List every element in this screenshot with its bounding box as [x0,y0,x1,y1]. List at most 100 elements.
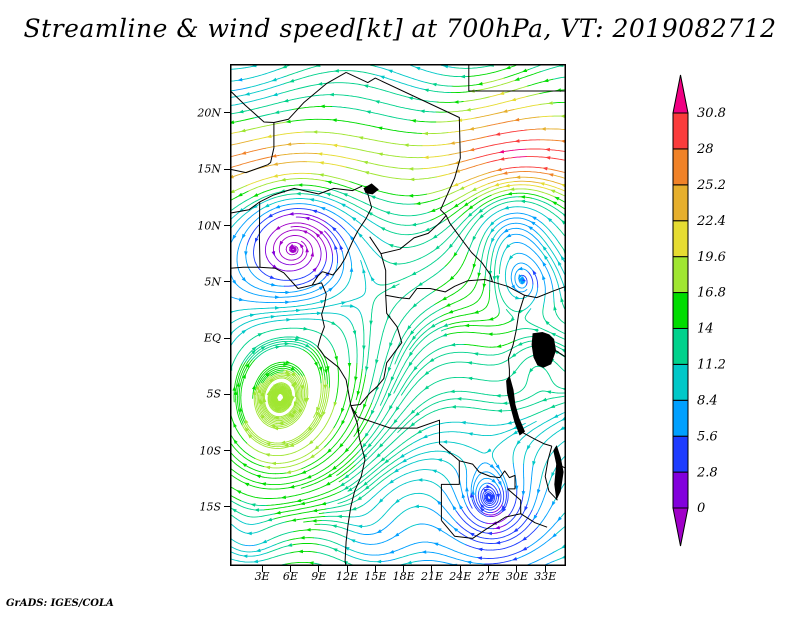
streamline [416,336,427,347]
streamline [262,380,271,393]
streamline-arrowhead [482,283,487,289]
streamline-arrowhead [287,412,293,417]
streamline [383,489,395,499]
colorbar-label: 11.2 [697,358,726,373]
streamline-arrowhead [467,212,473,218]
streamline-arrowhead [505,65,511,70]
streamline [495,218,508,227]
streamline [278,109,293,113]
streamline [423,304,436,313]
streamline [414,241,428,247]
lon-tick-label: 9E [311,570,327,583]
streamline [295,75,310,81]
streamline [513,171,528,173]
streamline [260,441,274,447]
x-tick-mark [403,566,405,572]
streamline [366,431,376,443]
streamline [494,286,498,301]
streamline-arrowhead [406,560,412,565]
streamline [486,122,501,127]
streamline [363,507,375,516]
streamline [319,304,334,309]
streamline [392,474,405,482]
streamline [273,515,288,520]
streamline-arrowhead [544,320,550,325]
streamline [275,278,290,281]
streamline [490,536,505,540]
streamline-arrowhead [265,372,271,377]
streamline [536,210,549,219]
streamline [299,395,304,410]
lat-tick-label: 5S [206,387,221,401]
streamline [480,248,485,263]
streamline [300,487,304,489]
streamline [435,173,450,178]
streamline [302,184,317,187]
streamline [486,498,497,506]
streamline-arrowhead [442,323,448,327]
streamline-arrowhead [241,329,247,334]
streamline-arrowhead [532,269,537,276]
streamline [323,174,338,179]
streamline-arrowhead [251,349,257,355]
streamline [252,431,265,441]
streamline [304,542,319,545]
streamline-arrowhead [511,370,517,376]
streamline [400,203,415,205]
streamline [513,222,527,226]
streamline [265,68,279,75]
streamline [233,185,247,192]
streamline [381,409,390,422]
streamline-arrowhead [334,356,338,362]
streamline [230,142,240,146]
streamline [348,181,363,187]
streamline [281,382,292,392]
streamline [465,544,479,550]
streamline [298,389,301,404]
streamline [382,141,397,145]
streamline [479,232,486,246]
streamline [539,178,554,183]
streamline [394,130,409,133]
streamline-arrowhead [422,434,428,439]
streamline [280,310,295,313]
streamline [402,506,416,513]
streamline [250,317,265,322]
lat-tick-label: 10N [197,219,221,233]
streamline [403,448,416,456]
streamline [401,543,415,549]
streamline [283,222,297,226]
streamline-arrowhead [521,546,528,551]
streamline [350,514,365,518]
lake [553,445,564,501]
streamline [390,379,398,392]
streamline [463,398,478,401]
streamline [405,415,416,426]
streamline [434,266,446,276]
streamline-arrowhead [312,267,318,272]
streamline [379,217,393,224]
streamline-arrowhead [316,411,320,417]
streamline [495,247,500,262]
streamline [501,478,507,492]
streamline [527,539,540,548]
streamline [337,501,345,504]
streamline-arrowhead [244,251,248,257]
streamline [292,96,307,101]
streamline [242,225,252,237]
streamline-arrowhead [424,385,430,390]
streamline [308,72,323,77]
streamline [279,501,294,505]
streamline [383,175,398,179]
streamline [438,226,450,236]
streamline-arrowhead [546,390,552,394]
streamline [534,273,539,288]
streamline [543,263,551,277]
streamline [336,362,339,377]
streamline [552,157,566,161]
streamline-arrowhead [351,216,357,222]
streamline-arrowhead [553,414,559,419]
streamline-arrowhead [493,182,500,187]
streamline-map [230,64,566,566]
country-border [273,71,347,123]
